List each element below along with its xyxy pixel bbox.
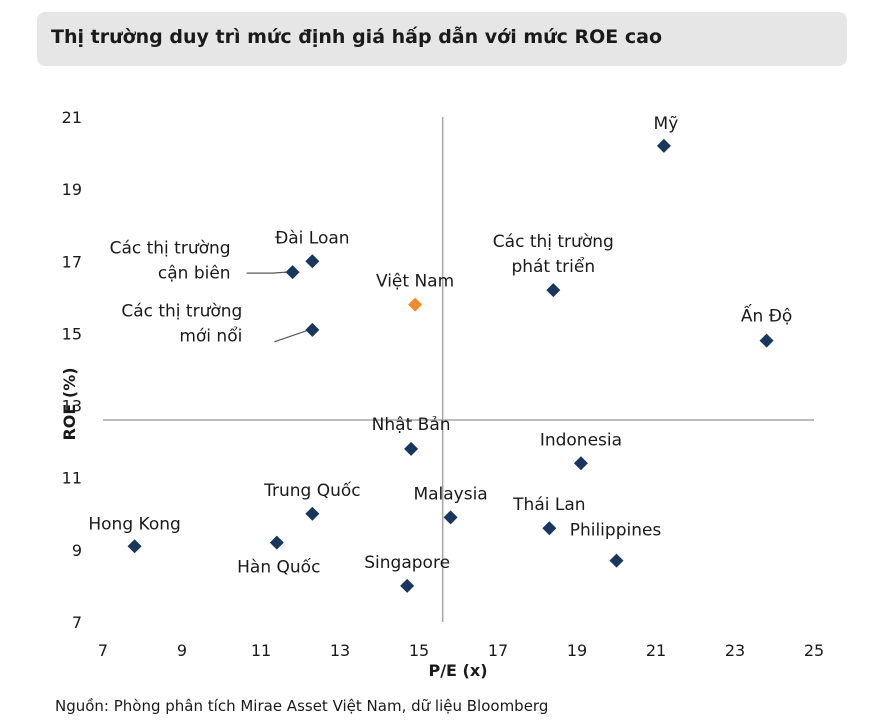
data-point-label: Singapore: [364, 553, 450, 573]
x-tick-label: 15: [409, 641, 429, 660]
x-tick-label: 13: [330, 641, 350, 660]
y-tick-label: 9: [72, 541, 82, 560]
data-point-label: Philippines: [570, 521, 662, 541]
data-point-label: Nhật Bản: [372, 415, 451, 435]
data-point: [305, 507, 319, 521]
y-tick-label: 19: [62, 180, 82, 199]
x-tick-label: 9: [177, 641, 187, 660]
data-point: [270, 536, 284, 550]
data-point: [760, 334, 774, 348]
data-point-label: mới nổi: [179, 325, 242, 346]
data-point: [404, 442, 418, 456]
y-tick-label: 21: [62, 108, 82, 127]
data-point-label: Mỹ: [654, 114, 679, 134]
x-tick-label: 7: [98, 641, 108, 660]
data-point: [286, 265, 300, 279]
data-point: [546, 283, 560, 297]
highlight-data-point: [408, 298, 422, 312]
x-tick-label: 25: [804, 641, 824, 660]
x-tick-label: 17: [488, 641, 508, 660]
y-axis-label: ROE (%): [60, 367, 79, 440]
x-tick-label: 11: [251, 641, 271, 660]
source-note: Nguồn: Phòng phân tích Mirae Asset Việt …: [55, 697, 548, 715]
label-leader-line: [274, 330, 306, 342]
y-tick-label: 15: [62, 324, 82, 343]
data-point-label: Malaysia: [413, 484, 487, 504]
data-point: [574, 456, 588, 470]
data-point-label: Hong Kong: [88, 514, 180, 534]
data-point-label: Đài Loan: [275, 228, 349, 248]
data-point-label: Các thị trường: [493, 232, 614, 252]
data-point: [305, 323, 319, 337]
data-point-label: Các thị trường: [110, 239, 231, 259]
data-point: [305, 254, 319, 268]
data-point-label: phát triển: [511, 256, 595, 277]
data-point-label: Ấn Độ: [741, 303, 792, 327]
x-tick-label: 21: [646, 641, 666, 660]
data-point-label: Trung Quốc: [263, 480, 361, 501]
data-point-label: Thái Lan: [512, 495, 585, 515]
data-point-label: Việt Nam: [376, 272, 454, 292]
y-tick-label: 11: [62, 469, 82, 488]
label-leader-line: [247, 272, 287, 273]
data-point: [542, 521, 556, 535]
y-tick-label: 7: [72, 613, 82, 632]
data-point: [400, 579, 414, 593]
data-point-label: Các thị trường: [121, 301, 242, 321]
x-tick-label: 19: [567, 641, 587, 660]
data-point: [444, 510, 458, 524]
data-point-label: Indonesia: [540, 430, 622, 450]
data-point-label: Hàn Quốc: [237, 557, 320, 578]
x-axis-label: P/E (x): [428, 661, 487, 680]
data-point: [610, 554, 624, 568]
y-tick-label: 17: [62, 252, 82, 271]
x-tick-label: 23: [725, 641, 745, 660]
data-point: [128, 539, 142, 553]
data-point-label: cận biên: [158, 264, 231, 284]
data-point: [657, 139, 671, 153]
